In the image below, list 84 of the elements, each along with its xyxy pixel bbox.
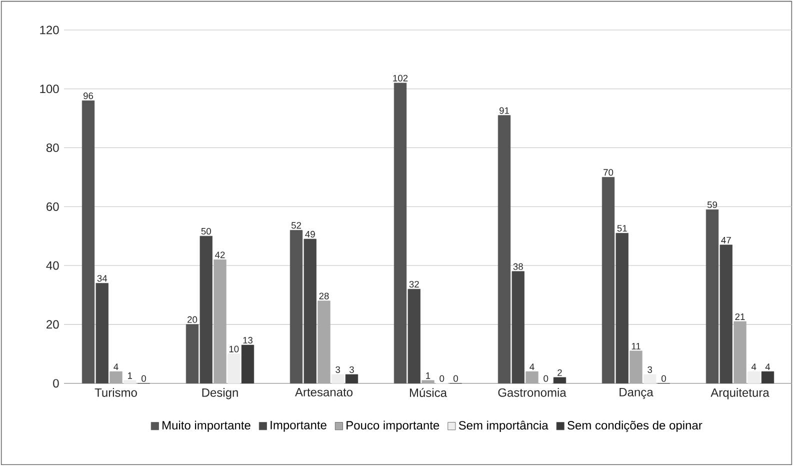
bar: [630, 350, 642, 384]
data-label: 34: [97, 275, 108, 282]
data-label: 10: [229, 346, 239, 352]
y-tick-label: 80: [46, 144, 59, 152]
bar: [332, 374, 344, 384]
data-label: 38: [513, 263, 523, 270]
data-label: 2: [558, 369, 562, 376]
x-tick-label: Música: [410, 388, 447, 397]
data-label: 49: [305, 230, 315, 238]
bar: [110, 371, 122, 384]
data-label: 0: [453, 375, 458, 382]
data-label: 32: [409, 280, 419, 288]
bar: [345, 374, 358, 384]
bar: [616, 232, 628, 384]
bar: [761, 371, 774, 384]
data-label: 52: [291, 222, 301, 229]
bar: [214, 259, 226, 384]
bar: [512, 271, 524, 384]
bar: [394, 82, 407, 384]
x-tick-label: Artesanato: [295, 388, 353, 396]
data-label: 4: [114, 364, 118, 370]
bar: [734, 321, 746, 384]
bar: [720, 244, 732, 384]
bar: [228, 354, 240, 384]
bar: [290, 230, 303, 384]
data-label: 11: [632, 342, 640, 350]
data-label: 3: [349, 366, 354, 373]
data-label: 1: [426, 372, 430, 379]
bar: [422, 380, 434, 384]
bar: [124, 380, 136, 384]
bar: [186, 324, 199, 384]
data-label: 102: [393, 74, 408, 82]
data-label: 42: [215, 252, 225, 258]
x-tick-label: Turismo: [94, 388, 137, 397]
data-label: 0: [661, 375, 666, 382]
x-tick-label: Gastronomia: [498, 388, 566, 397]
data-label: 96: [84, 92, 94, 100]
bar: [241, 344, 254, 384]
bar: [526, 371, 538, 384]
bar: [706, 209, 719, 384]
x-tick-label: Design: [202, 388, 238, 400]
y-tick-label: 60: [46, 202, 59, 211]
data-label: 0: [544, 375, 548, 382]
data-label: 20: [188, 316, 198, 323]
bar: [602, 177, 615, 384]
bar: [304, 238, 316, 384]
data-label: 13: [243, 336, 253, 344]
legend-label: Importante: [270, 420, 326, 432]
data-label: 47: [721, 236, 731, 244]
bar: [82, 100, 95, 384]
legend-label: Pouco importante: [346, 420, 440, 432]
x-tick-label: Arquitetura: [710, 388, 770, 400]
bar: [553, 377, 566, 384]
legend-label: Sem importância: [458, 420, 548, 432]
y-tick-label: 0: [53, 379, 59, 388]
data-label: 3: [648, 366, 652, 373]
y-tick-label: 20: [46, 320, 59, 329]
data-label: 4: [765, 364, 770, 370]
legend-label: Sem condições de opinar: [568, 420, 702, 432]
data-label: 4: [751, 364, 756, 370]
data-label: 3: [336, 366, 340, 373]
data-label: 59: [707, 201, 718, 208]
y-tick-label: 40: [46, 261, 59, 270]
y-tick-label: 120: [40, 26, 59, 34]
bar: [318, 300, 330, 384]
bar: [644, 374, 656, 384]
data-label: 50: [201, 228, 211, 235]
bar: [408, 288, 420, 384]
bar: [200, 236, 212, 384]
data-label: 28: [319, 292, 329, 300]
x-tick-label: Dança: [620, 388, 654, 399]
bar: [498, 115, 511, 384]
bar: [748, 371, 760, 384]
data-label: 1: [128, 372, 132, 379]
data-label: 0: [142, 375, 146, 382]
data-label: 21: [735, 313, 745, 320]
data-label: 0: [440, 375, 444, 382]
data-label: 70: [604, 169, 614, 176]
legend-label: Muito importante: [162, 420, 250, 432]
y-tick-label: 100: [40, 84, 59, 94]
data-label: 51: [617, 225, 627, 232]
data-label: 91: [500, 107, 509, 114]
bar: [96, 283, 108, 384]
data-label: 4: [530, 364, 534, 370]
